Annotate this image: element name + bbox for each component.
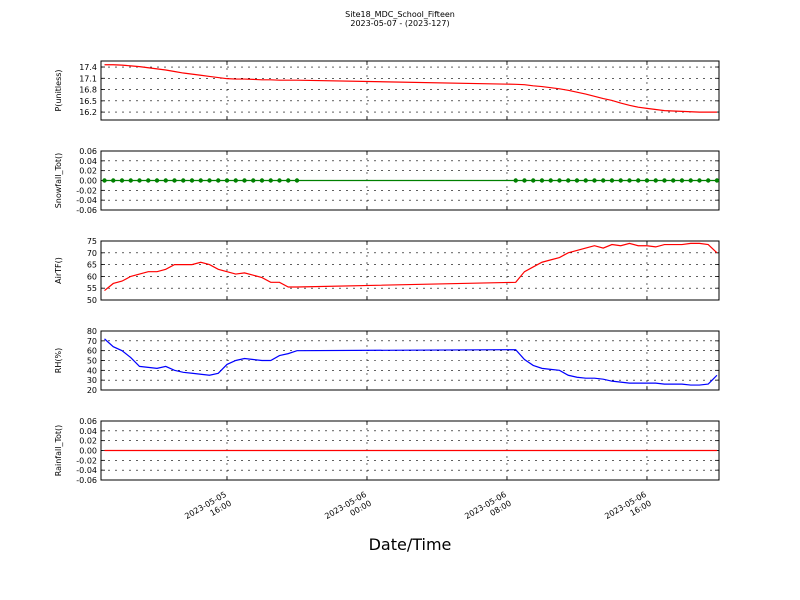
y-tick-label: 30 [87, 376, 97, 385]
y-tick-label: 50 [87, 357, 97, 366]
data-point [539, 178, 545, 183]
data-point [574, 178, 580, 183]
y-tick-label: 17.4 [79, 63, 97, 72]
y-tick-label: 20 [87, 386, 97, 395]
data-point [513, 178, 518, 183]
data-point [233, 178, 238, 183]
data-point [679, 178, 685, 183]
y-axis-label: RH(%) [54, 348, 63, 373]
data-point [531, 178, 536, 183]
data-point [154, 178, 160, 183]
plot-frame [100, 60, 720, 121]
data-point [259, 178, 265, 183]
data-point [548, 178, 553, 183]
y-tick-label: 0.04 [79, 157, 97, 166]
y-tick-label: 0.02 [79, 437, 97, 446]
data-point [601, 178, 606, 183]
y-tick-label: 60 [87, 347, 97, 356]
chart-title: Site18_MDC_School_Fifteen [345, 10, 455, 19]
data-line [104, 338, 718, 386]
y-tick-label: 70 [87, 337, 97, 346]
data-line [104, 242, 718, 292]
data-point [627, 178, 632, 183]
data-point [163, 178, 168, 183]
data-point [653, 178, 658, 183]
y-tick-label: 55 [87, 284, 97, 293]
data-point [618, 178, 623, 183]
y-tick-label: 0.02 [79, 167, 97, 176]
y-tick-label: -0.04 [76, 196, 97, 205]
x-tick-label: 2023-05-0616:00 [603, 490, 653, 530]
data-point [671, 178, 676, 183]
data-point [242, 178, 247, 183]
data-point [522, 178, 527, 183]
y-tick-label: -0.04 [76, 466, 97, 475]
y-tick-label: -0.06 [76, 206, 97, 215]
y-tick-label: 50 [87, 296, 97, 305]
y-axis-label: AirTF() [54, 257, 63, 284]
data-point [181, 178, 186, 183]
data-line [104, 64, 717, 113]
data-point [706, 178, 711, 183]
y-tick-label: 80 [87, 327, 97, 336]
x-tick-label: 2023-05-0516:00 [183, 490, 233, 530]
data-point [609, 178, 615, 183]
data-point [286, 178, 291, 183]
y-tick-label: -0.02 [76, 186, 97, 195]
data-point [644, 178, 650, 183]
data-point [216, 178, 221, 183]
data-point [146, 178, 151, 183]
data-point [251, 178, 256, 183]
y-tick-label: 0.00 [79, 447, 97, 456]
data-point [119, 178, 125, 183]
y-tick-label: 65 [87, 261, 97, 270]
y-tick-label: 70 [87, 249, 97, 258]
y-axis-label: Rainfall_Tot() [54, 425, 63, 477]
data-point [688, 178, 693, 183]
chart-subtitle: 2023-05-07 - (2023-127) [350, 19, 449, 28]
data-point [207, 178, 212, 183]
data-point [592, 178, 597, 183]
y-tick-label: 16.2 [79, 108, 97, 117]
data-point [636, 178, 641, 183]
data-point [198, 178, 203, 183]
y-tick-label: -0.02 [76, 456, 97, 465]
x-tick-label: 2023-05-0600:00 [323, 490, 373, 530]
data-point [714, 178, 720, 183]
data-point [189, 178, 195, 183]
data-point [662, 178, 667, 183]
data-point [277, 178, 282, 183]
y-tick-label: 16.5 [79, 97, 97, 106]
data-point [583, 178, 588, 183]
data-point [557, 178, 562, 183]
data-point [566, 178, 571, 183]
data-point [268, 178, 273, 183]
y-tick-label: 0.04 [79, 427, 97, 436]
y-tick-label: 60 [87, 272, 97, 281]
data-point [128, 178, 133, 183]
y-tick-label: 17.1 [79, 74, 97, 83]
y-tick-label: 16.8 [79, 86, 97, 95]
y-axis-label: Snowfall_Tot() [54, 153, 63, 209]
y-tick-label: 0.00 [79, 177, 97, 186]
data-point [697, 178, 702, 183]
y-tick-label: 40 [87, 366, 97, 375]
y-tick-label: 0.06 [79, 147, 97, 156]
y-tick-label: -0.06 [76, 476, 97, 485]
y-tick-label: 0.06 [79, 417, 97, 426]
data-point [102, 178, 107, 183]
plot-frame [100, 240, 720, 301]
data-point [224, 178, 230, 183]
data-point [294, 178, 300, 183]
data-point [137, 178, 142, 183]
data-point [172, 178, 177, 183]
y-axis-label: P(unitless) [54, 69, 63, 111]
y-tick-label: 75 [87, 237, 97, 246]
x-tick-label: 2023-05-0608:00 [463, 490, 513, 530]
data-point [111, 178, 116, 183]
x-axis-label: Date/Time [369, 535, 452, 554]
